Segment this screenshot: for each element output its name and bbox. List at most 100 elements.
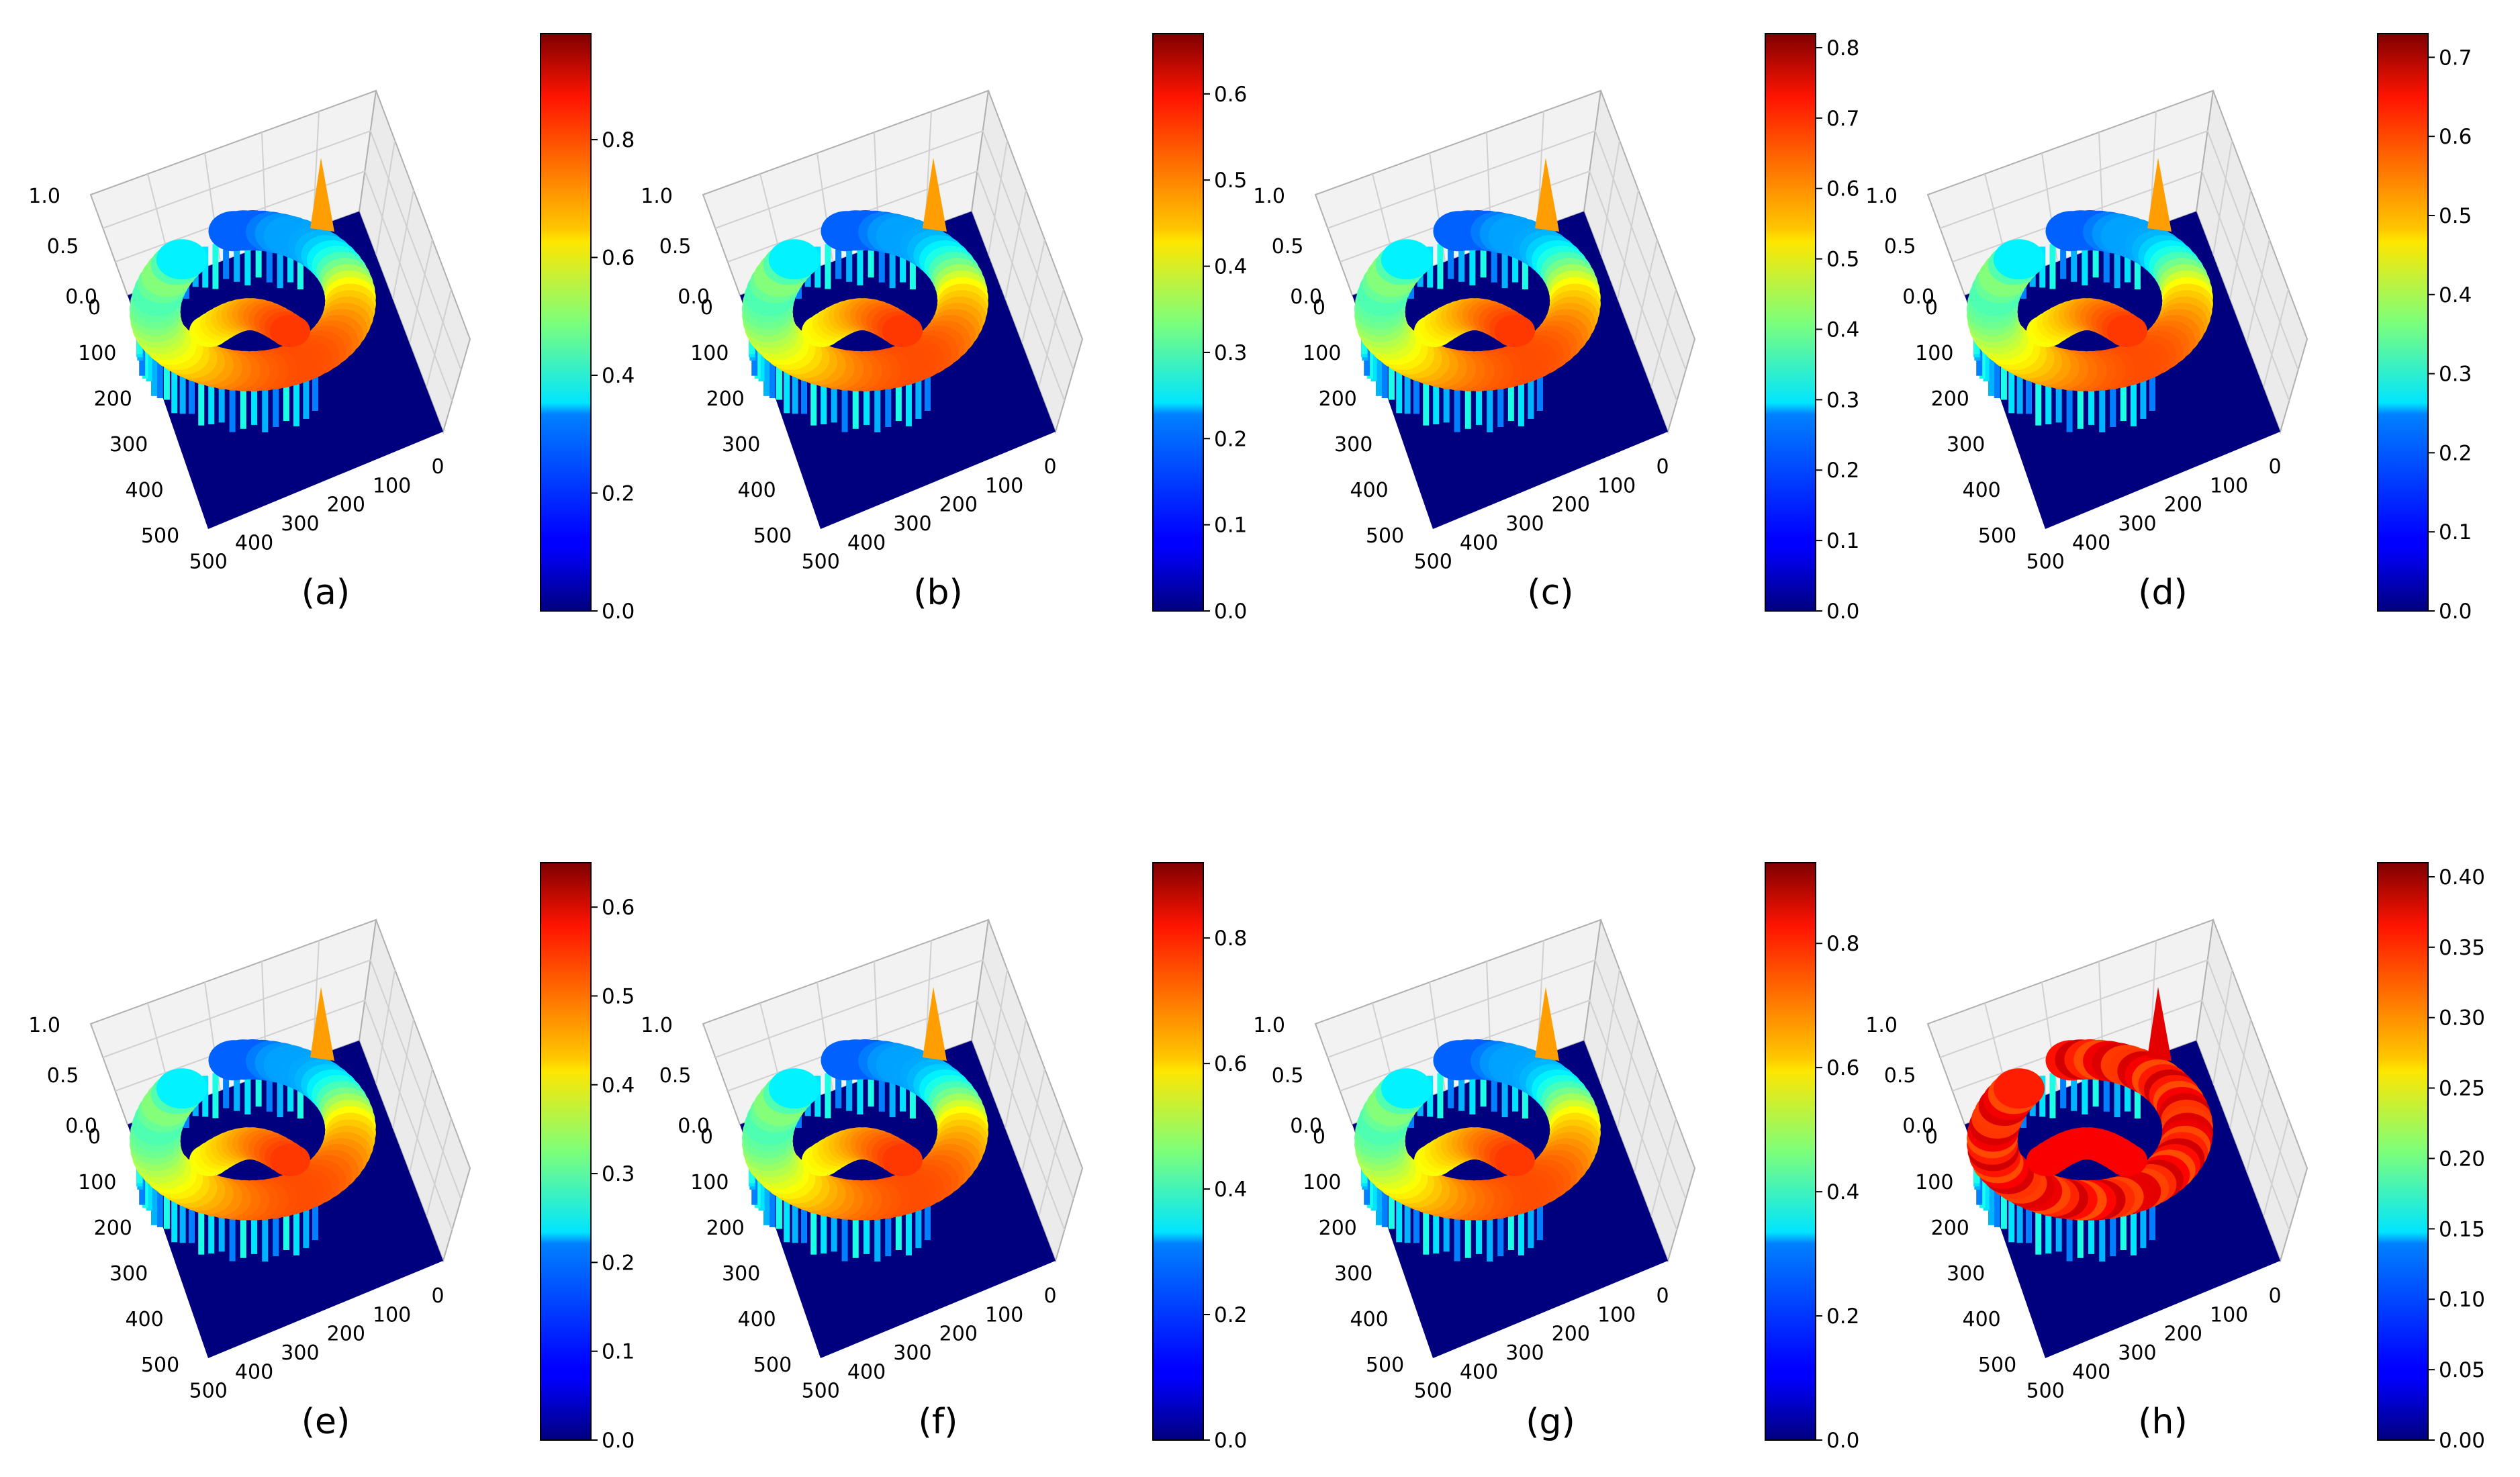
colorbar-tick-label: 0.5 <box>1214 169 1247 193</box>
y-tick-label: 300 <box>1947 433 1985 457</box>
skirt-stripe <box>1988 1180 1995 1225</box>
skirt-stripe <box>1469 1069 1476 1115</box>
colorbar-tick-label: 0.4 <box>1214 255 1247 279</box>
skirt-stripe <box>2016 373 2023 414</box>
skirt-stripe <box>2114 243 2120 289</box>
skirt-stripe <box>2114 1072 2120 1118</box>
x-tick-label: 200 <box>1552 1323 1590 1346</box>
y-tick-label: 300 <box>1947 1262 1985 1286</box>
x-tick-label: 300 <box>281 512 319 536</box>
skirt-stripe <box>1381 1186 1388 1228</box>
x-tick-label: 100 <box>1597 474 1636 497</box>
skirt-stripe <box>1396 1197 1403 1243</box>
chart-panel-f: 0.0 0.5 1.0 0 100 200 300 400 500 0 100 200 300 400 50… <box>641 862 1247 1453</box>
colorbar-gradient <box>1152 862 1204 1441</box>
skirt-stripe <box>2008 368 2015 414</box>
skirt-stripe <box>1423 1209 1430 1255</box>
colorbar: 0.0 0.1 0.2 0.3 0.4 0.5 0.6 <box>540 862 635 1453</box>
x-tick-label: 300 <box>2118 512 2156 536</box>
skirt-stripe <box>924 373 931 411</box>
panel-label: (d) <box>2138 573 2188 613</box>
surface-ring <box>1967 987 2213 1221</box>
y-tick-label: 400 <box>737 479 776 502</box>
surface-ring <box>742 158 988 391</box>
colorbar-tick-label: 0.8 <box>1826 36 1859 60</box>
skirt-stripe <box>1469 240 1476 286</box>
skirt-stripe <box>208 383 215 425</box>
surface-ring <box>1354 987 1601 1221</box>
skirt-stripe <box>2000 1192 2007 1229</box>
skirt-stripe <box>1518 1210 1524 1255</box>
colorbar-tick-label: 0.1 <box>2439 520 2472 544</box>
grid-line <box>375 140 395 256</box>
skirt-stripe <box>229 387 236 432</box>
colorbar-tick-label: 0.05 <box>2439 1358 2485 1382</box>
skirt-stripe <box>2049 1073 2056 1118</box>
skirt-stripe <box>1536 1202 1543 1240</box>
grid-line <box>1038 1118 1064 1217</box>
chart-panel-h: 0.0 0.5 1.0 0 100 200 300 400 500 0 100 200 300 400 50… <box>1865 862 2485 1453</box>
panel-label: (b) <box>913 573 963 613</box>
grid-line <box>1005 189 1027 300</box>
skirt-stripe <box>1448 1071 1454 1108</box>
z-tick-label: 1.0 <box>1253 1014 1285 1037</box>
y-tick-label: 200 <box>706 387 745 411</box>
skirt-stripe <box>2110 386 2116 428</box>
colorbar-tick-label: 0.0 <box>602 1429 635 1453</box>
skirt-stripe <box>2035 380 2042 426</box>
skirt-stripe <box>2055 1214 2062 1252</box>
colorbar-tick-label: 0.2 <box>602 1251 635 1275</box>
grid-line <box>714 130 1074 371</box>
skirt-stripe <box>1983 344 1990 382</box>
x-tick-label: 200 <box>1552 493 1590 517</box>
x-tick-label: 100 <box>2210 474 2248 497</box>
surface-object <box>742 158 988 432</box>
skirt-stripe <box>212 244 219 289</box>
z-tick-label: 0.0 <box>678 285 710 309</box>
skirt-stripe <box>852 387 859 429</box>
x-tick-label: 500 <box>189 551 228 574</box>
colorbar-tick-label: 0.6 <box>1826 1056 1859 1080</box>
grid-line <box>1952 999 2290 1231</box>
skirt-stripe <box>163 363 170 400</box>
surface-patch <box>2107 315 2147 347</box>
skirt-stripe <box>846 1069 853 1111</box>
surface-ring <box>130 158 376 391</box>
skirt-stripe <box>909 248 916 289</box>
skirt-stripe <box>1476 1217 1483 1254</box>
skirt-stripe <box>1487 1216 1493 1261</box>
grid-line <box>1340 999 1678 1231</box>
surface-object <box>1354 987 1601 1261</box>
colorbar-tick-label: 0.1 <box>1826 529 1859 553</box>
grid-line <box>2212 140 2233 256</box>
skirt-stripe <box>900 1074 906 1112</box>
grid-line <box>988 140 1008 256</box>
skirt-stripe <box>2055 385 2062 423</box>
colorbar-tick-label: 0.2 <box>1214 427 1247 451</box>
skirt-stripe <box>1448 242 1454 279</box>
skirt-stripe <box>1376 350 1383 396</box>
skirt-stripe <box>156 357 163 399</box>
3d-axis-box <box>1314 918 1696 1264</box>
surface-object <box>130 158 376 432</box>
y-tick-label: 100 <box>690 1171 729 1194</box>
colorbar: 0.0 0.1 0.2 0.3 0.4 0.5 0.6 0.7 0.8 <box>1765 33 1859 624</box>
y-tick-label: 200 <box>1319 1217 1357 1240</box>
colorbar-tick-label: 0.5 <box>1826 248 1859 272</box>
skirt-stripe <box>179 373 186 414</box>
surface-spike <box>310 987 334 1061</box>
skirt-stripe <box>208 1212 215 1254</box>
skirt-stripe <box>2088 387 2095 425</box>
x-tick-label: 0 <box>2268 1284 2281 1308</box>
skirt-stripe <box>905 1210 912 1255</box>
3d-axis-box <box>1926 89 2308 434</box>
grid-line <box>2246 1068 2270 1174</box>
z-tick-label: 0.5 <box>1884 235 1916 258</box>
colorbar-tick-label: 0.6 <box>1214 83 1247 107</box>
skirt-stripe <box>776 363 782 400</box>
skirt-stripe <box>1413 1206 1420 1243</box>
skirt-stripe <box>857 1069 864 1115</box>
colorbar-tick-label: 0.4 <box>1214 1178 1247 1202</box>
skirt-stripe <box>2071 240 2078 282</box>
skirt-stripe <box>171 1197 178 1243</box>
